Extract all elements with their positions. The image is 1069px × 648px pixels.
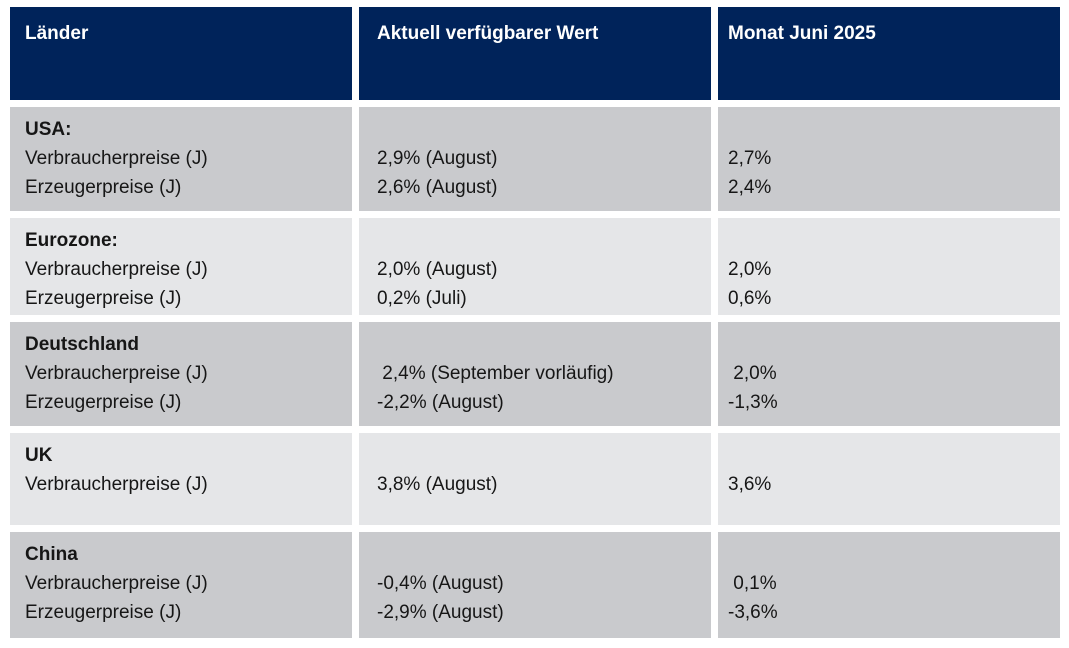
current-value-cell: 2,0% (August) 0,2% (Juli) bbox=[359, 218, 711, 315]
current-value-cell: 2,4% (September vorläufig) -2,2% (August… bbox=[359, 322, 711, 426]
metric-label: Erzeugerpreise (J) bbox=[25, 288, 182, 309]
june-value-cell: 3,6% bbox=[718, 433, 1060, 525]
metric-label: Erzeugerpreise (J) bbox=[25, 177, 182, 198]
table-row: China Verbraucherpreise (J) Erzeugerprei… bbox=[10, 532, 1060, 638]
blank-line bbox=[728, 330, 1052, 359]
metric-label: Erzeugerpreise (J) bbox=[25, 392, 182, 413]
june-value-cell: 2,0% -1,3% bbox=[718, 322, 1060, 426]
current-value: 0,2% (Juli) bbox=[377, 288, 467, 309]
country-cell: China Verbraucherpreise (J) Erzeugerprei… bbox=[10, 532, 352, 638]
header-month-june-2025: Monat Juni 2025 bbox=[718, 7, 1060, 100]
current-value-cell: 3,8% (August) bbox=[359, 433, 711, 525]
june-value: 2,4% bbox=[728, 177, 772, 198]
current-value-cell: -0,4% (August) -2,9% (August) bbox=[359, 532, 711, 638]
metric-label: Verbraucherpreise (J) bbox=[25, 259, 208, 280]
metric-label: Verbraucherpreise (J) bbox=[25, 573, 208, 594]
header-current-value: Aktuell verfügbarer Wert bbox=[359, 7, 711, 100]
table-row: Eurozone: Verbraucherpreise (J) Erzeuger… bbox=[10, 218, 1060, 315]
inflation-table: Länder Aktuell verfügbarer Wert Monat Ju… bbox=[3, 0, 1067, 645]
june-value: -3,6% bbox=[728, 602, 778, 623]
blank-line bbox=[728, 226, 1052, 255]
country-name: China bbox=[25, 544, 78, 565]
country-name: Deutschland bbox=[25, 334, 140, 355]
header-row: Länder Aktuell verfügbarer Wert Monat Ju… bbox=[10, 7, 1060, 100]
metric-label: Verbraucherpreise (J) bbox=[25, 148, 208, 169]
current-value: 3,8% (August) bbox=[377, 474, 498, 495]
table-row: USA: Verbraucherpreise (J) Erzeugerpreis… bbox=[10, 107, 1060, 211]
blank-line bbox=[728, 540, 1052, 569]
blank-line bbox=[377, 330, 703, 359]
metric-label: Erzeugerpreise (J) bbox=[25, 602, 182, 623]
country-cell: Deutschland Verbraucherpreise (J) Erzeug… bbox=[10, 322, 352, 426]
blank-line bbox=[728, 441, 1052, 470]
country-cell: Eurozone: Verbraucherpreise (J) Erzeuger… bbox=[10, 218, 352, 315]
june-value: 2,0% bbox=[728, 363, 777, 384]
june-value: 0,1% bbox=[728, 573, 777, 594]
country-cell: UK Verbraucherpreise (J) bbox=[10, 433, 352, 525]
metric-label: Verbraucherpreise (J) bbox=[25, 474, 208, 495]
june-value: 2,0% bbox=[728, 259, 772, 280]
current-value: -2,2% (August) bbox=[377, 392, 504, 413]
country-cell: USA: Verbraucherpreise (J) Erzeugerpreis… bbox=[10, 107, 352, 211]
header-laender: Länder bbox=[10, 7, 352, 100]
june-value-cell: 2,7% 2,4% bbox=[718, 107, 1060, 211]
current-value: -2,9% (August) bbox=[377, 602, 504, 623]
current-value: 2,0% (August) bbox=[377, 259, 498, 280]
june-value-cell: 2,0% 0,6% bbox=[718, 218, 1060, 315]
current-value: 2,9% (August) bbox=[377, 148, 498, 169]
june-value-cell: 0,1% -3,6% bbox=[718, 532, 1060, 638]
blank-line bbox=[377, 115, 703, 144]
blank-line bbox=[377, 540, 703, 569]
country-name: UK bbox=[25, 445, 53, 466]
june-value: 2,7% bbox=[728, 148, 772, 169]
table-row: UK Verbraucherpreise (J) 3,8% (August) 3… bbox=[10, 433, 1060, 525]
table-row: Deutschland Verbraucherpreise (J) Erzeug… bbox=[10, 322, 1060, 426]
country-name: USA: bbox=[25, 119, 72, 140]
current-value-cell: 2,9% (August) 2,6% (August) bbox=[359, 107, 711, 211]
metric-label: Verbraucherpreise (J) bbox=[25, 363, 208, 384]
blank-line bbox=[377, 226, 703, 255]
blank-line bbox=[377, 441, 703, 470]
blank-line bbox=[728, 115, 1052, 144]
june-value: 0,6% bbox=[728, 288, 772, 309]
june-value: 3,6% bbox=[728, 474, 772, 495]
current-value: 2,4% (September vorläufig) bbox=[377, 363, 614, 384]
current-value: 2,6% (August) bbox=[377, 177, 498, 198]
june-value: -1,3% bbox=[728, 392, 778, 413]
current-value: -0,4% (August) bbox=[377, 573, 504, 594]
country-name: Eurozone: bbox=[25, 230, 118, 251]
